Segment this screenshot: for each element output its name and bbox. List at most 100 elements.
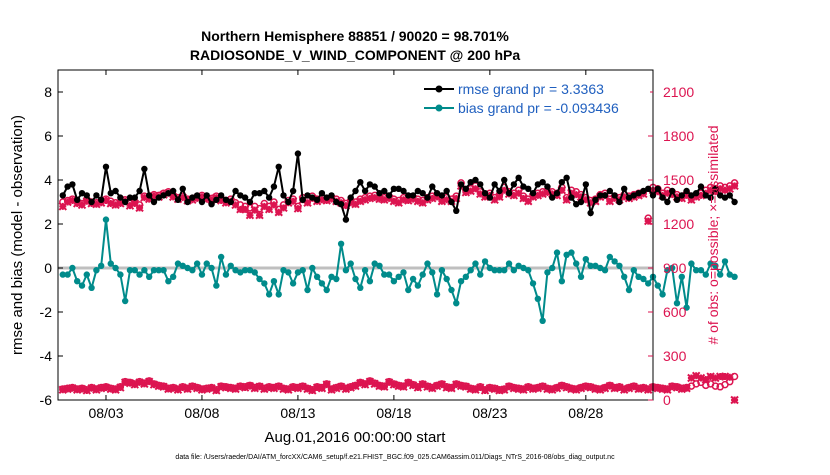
obs-assimilated-marker-63 — [360, 195, 370, 205]
bias-point-42 — [261, 280, 268, 287]
obs-assimilated-marker-66 — [375, 194, 384, 204]
obs-bottom-assimilated-marker-9 — [101, 383, 111, 392]
bias-point-119 — [630, 267, 638, 274]
obs-assimilated-marker-17 — [140, 193, 149, 202]
rmse-point-54 — [318, 190, 326, 197]
obs-bottom-assimilated-marker-50 — [298, 382, 307, 392]
obs-bottom-assimilated-marker-55 — [322, 380, 331, 389]
bias-point-131 — [688, 260, 695, 267]
rmse-point-109 — [582, 181, 590, 188]
obs-bottom-assimilated-marker-54 — [317, 384, 327, 393]
y-axis-label-right: # of obs: o=possible; ×=assimilated — [705, 125, 721, 344]
rmse-point-71 — [400, 187, 407, 195]
bias-point-112 — [597, 264, 604, 272]
bias-point-16 — [136, 271, 143, 278]
bias-point-63 — [361, 267, 369, 274]
rmse-point-10 — [107, 190, 114, 197]
obs-assimilated-marker-72 — [404, 196, 413, 205]
bias-point-35 — [227, 262, 234, 269]
obs-bottom-assimilated-marker-79 — [437, 380, 447, 389]
obs-bottom-assimilated-marker-4 — [77, 384, 87, 394]
rmse-point-16 — [136, 187, 143, 195]
bias-point-18 — [145, 273, 153, 280]
rmse-point-139 — [726, 192, 733, 199]
rmse-point-52 — [309, 194, 316, 201]
obs-bottom-assimilated-marker-98 — [528, 384, 538, 394]
obs-assimilated-marker-43 — [264, 205, 274, 214]
bias-point-62 — [357, 284, 364, 291]
rmse-point-126 — [664, 198, 671, 206]
obs-bottom-assimilated-marker-78 — [432, 381, 442, 391]
rmse-point-136 — [712, 185, 719, 192]
y-left-tick-label-0: -6 — [40, 392, 53, 408]
rmse-point-110 — [587, 209, 594, 217]
rmse-point-32 — [213, 196, 220, 203]
rmse-point-13 — [121, 198, 129, 206]
bias-point-134 — [702, 271, 709, 278]
obs-bottom-assimilated-marker-23 — [168, 384, 178, 393]
bias-point-90 — [491, 267, 498, 274]
bias-point-121 — [640, 275, 647, 283]
bias-point-136 — [712, 262, 719, 269]
bias-point-89 — [486, 264, 494, 272]
obs-bottom-possible-marker-132 — [692, 380, 700, 388]
obs-bottom-assimilated-marker-118 — [624, 384, 634, 393]
obs-assimilated-marker-37 — [236, 205, 245, 214]
rmse-point-65 — [371, 183, 378, 190]
bias-point-49 — [294, 269, 302, 276]
obs-bottom-assimilated-marker-134 — [701, 375, 710, 384]
bias-point-6 — [88, 284, 95, 291]
bias-point-8 — [97, 262, 105, 269]
bias-point-135 — [707, 260, 714, 267]
obs-assimilated-marker-90 — [490, 195, 499, 205]
rmse-point-137 — [716, 192, 724, 199]
obs-assimilated-marker-122 — [643, 216, 653, 226]
rmse-point-140 — [731, 198, 738, 206]
rmse-point-60 — [347, 194, 354, 201]
rmse-point-69 — [390, 185, 398, 192]
rmse-point-102 — [549, 194, 556, 201]
bias-point-13 — [121, 297, 129, 305]
rmse-point-85 — [467, 179, 474, 186]
obs-bottom-assimilated-marker-108 — [576, 384, 586, 393]
bias-point-26 — [184, 264, 191, 272]
rmse-point-104 — [558, 179, 566, 186]
obs-assimilated-marker-96 — [519, 194, 528, 203]
bias-point-38 — [241, 267, 249, 274]
rmse-point-37 — [237, 192, 244, 199]
obs-bottom-assimilated-marker-52 — [308, 386, 317, 395]
bias-point-83 — [457, 278, 465, 285]
plot-layer — [58, 150, 739, 405]
bias-point-56 — [328, 273, 335, 280]
obs-assimilated-marker-126 — [663, 188, 672, 198]
obs-bottom-assimilated-marker-36 — [231, 384, 240, 394]
obs-bottom-assimilated-marker-130 — [682, 384, 691, 393]
obs-bottom-assimilated-marker-69 — [389, 380, 399, 389]
obs-assimilated-marker-74 — [413, 197, 423, 206]
obs-bottom-assimilated-marker-139 — [725, 373, 734, 382]
obs-assimilated-marker-69 — [389, 197, 399, 206]
rmse-point-74 — [414, 187, 422, 195]
obs-assimilated-marker-11 — [111, 200, 120, 210]
bias-point-31 — [208, 264, 215, 272]
bias-point-105 — [563, 251, 570, 258]
bias-point-133 — [697, 267, 705, 274]
obs-bottom-assimilated-marker-92 — [500, 385, 509, 394]
footnote: data file: /Users/raeder/DAI/ATM_forcXX/… — [175, 454, 615, 461]
rmse-point-57 — [333, 198, 340, 206]
rmse-point-75 — [419, 190, 426, 197]
obs-bottom-assimilated-marker-102 — [548, 385, 557, 394]
rmse-point-135 — [707, 194, 714, 201]
obs-assimilated-marker-36 — [231, 200, 240, 210]
bias-point-2 — [69, 264, 76, 272]
rmse-point-77 — [429, 183, 436, 190]
obs-bottom-assimilated-marker-77 — [428, 384, 437, 393]
bias-point-102 — [549, 264, 556, 272]
rmse-point-93 — [505, 190, 513, 197]
bias-point-106 — [568, 249, 575, 256]
obs-bottom-assimilated-marker-113 — [600, 384, 610, 393]
obs-bottom-assimilated-marker-38 — [240, 383, 250, 392]
rmse-point-96 — [520, 183, 527, 190]
rmse-point-9 — [102, 163, 110, 170]
